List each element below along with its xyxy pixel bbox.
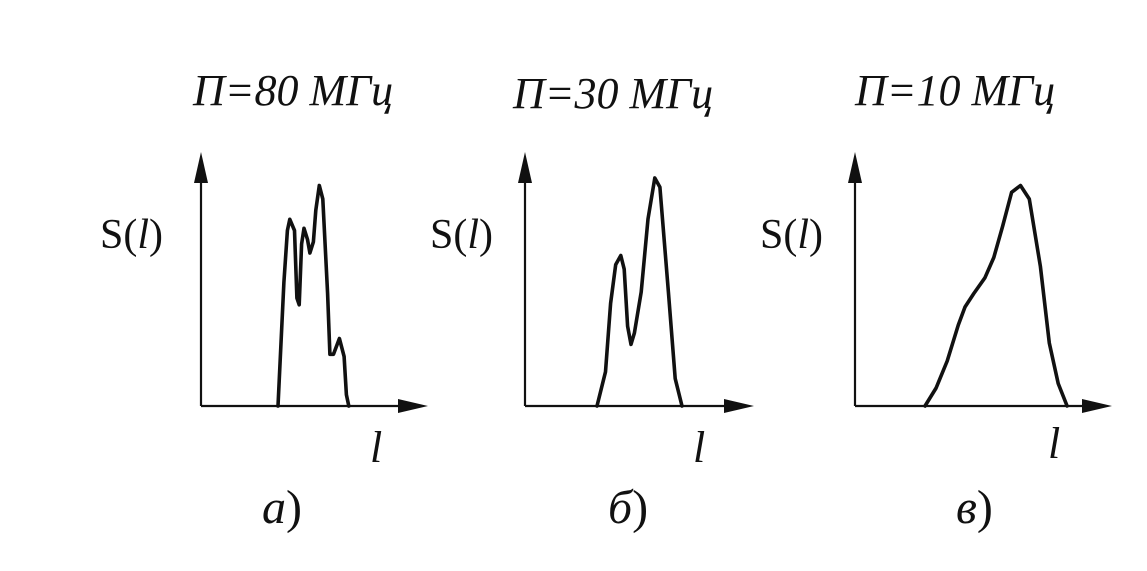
panel-a-caption: а) <box>262 481 302 534</box>
panel-a-x-arrow <box>398 399 428 413</box>
panel-a-y-label: S(l) <box>100 212 163 258</box>
panel-a: П=80 МГц S(l) l а) <box>100 66 428 534</box>
panel-a-spectrum-curve <box>276 183 351 408</box>
panel-c-caption: в) <box>956 481 993 534</box>
panel-b: П=30 МГц S(l) l б) <box>430 69 754 534</box>
panel-b-y-label-main: S( <box>430 212 467 258</box>
panel-a-x-label: l <box>370 423 382 472</box>
panel-a-caption-paren: ) <box>286 481 302 534</box>
panel-b-y-label-var: l <box>467 212 479 258</box>
panel-c-y-label-var: l <box>797 212 809 258</box>
panel-b-x-label: l <box>693 423 705 472</box>
panel-c-spectrum-curve <box>923 183 1069 408</box>
panel-b-caption: б) <box>608 481 648 534</box>
panel-a-y-label-close: ) <box>149 212 163 258</box>
panel-a-y-arrow <box>194 152 208 183</box>
panel-c-y-arrow <box>848 152 862 183</box>
panel-a-y-label-var: l <box>137 212 149 258</box>
panel-a-y-label-main: S( <box>100 212 137 258</box>
panel-c: П=10 МГц S(l) l в) <box>760 66 1112 534</box>
panel-b-x-arrow <box>724 399 754 413</box>
panel-b-y-arrow <box>518 152 532 183</box>
panel-c-x-label: l <box>1048 419 1060 468</box>
panel-c-caption-paren: ) <box>977 481 993 534</box>
panel-b-caption-paren: ) <box>632 481 648 534</box>
panel-c-title: П=10 МГц <box>854 66 1055 115</box>
panel-c-y-label-main: S( <box>760 212 797 258</box>
panel-b-spectrum-curve <box>595 176 684 408</box>
panel-a-caption-letter: а <box>262 481 286 534</box>
panel-b-title: П=30 МГц <box>512 69 713 118</box>
panel-a-title: П=80 МГц <box>192 66 393 115</box>
panel-c-x-arrow <box>1082 399 1112 413</box>
panel-c-caption-letter: в <box>956 481 977 534</box>
panel-b-y-label-close: ) <box>479 212 493 258</box>
panel-c-y-label: S(l) <box>760 212 823 258</box>
panel-b-caption-letter: б <box>608 481 634 534</box>
panel-b-y-label: S(l) <box>430 212 493 258</box>
panel-c-y-label-close: ) <box>809 212 823 258</box>
